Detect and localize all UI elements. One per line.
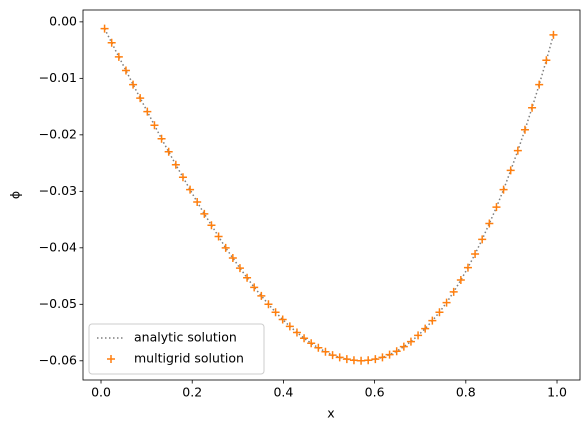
y-axis-label: ϕ bbox=[8, 191, 23, 199]
marker bbox=[549, 30, 558, 39]
legend-box bbox=[88, 323, 265, 375]
marker bbox=[449, 287, 458, 296]
analytic-line bbox=[103, 28, 555, 362]
marker bbox=[385, 350, 394, 359]
marker bbox=[364, 356, 373, 365]
marker bbox=[328, 351, 337, 360]
marker bbox=[349, 356, 358, 365]
legend: analytic solution multigrid solution bbox=[88, 323, 265, 375]
marker bbox=[378, 353, 387, 362]
marker bbox=[471, 250, 480, 259]
marker bbox=[520, 125, 529, 134]
marker bbox=[243, 273, 252, 282]
marker bbox=[371, 355, 380, 364]
y-tick-label: −0.01 bbox=[39, 70, 77, 85]
marker bbox=[478, 235, 487, 244]
marker bbox=[121, 66, 130, 75]
marker bbox=[250, 283, 259, 292]
axes-frame bbox=[82, 9, 581, 381]
y-tick-label: −0.06 bbox=[39, 352, 77, 367]
legend-label: multigrid solution bbox=[134, 351, 244, 366]
marker bbox=[200, 209, 209, 218]
x-tick-label: 1.0 bbox=[547, 385, 567, 400]
marker bbox=[129, 80, 138, 89]
x-tick-label: 0.2 bbox=[182, 385, 202, 400]
y-tick-label: 0.00 bbox=[49, 13, 77, 28]
marker bbox=[264, 300, 273, 309]
marker bbox=[207, 221, 216, 230]
marker bbox=[186, 185, 195, 194]
marker bbox=[214, 232, 223, 241]
marker bbox=[542, 56, 551, 65]
marker bbox=[442, 298, 451, 307]
marker bbox=[271, 308, 280, 317]
marker bbox=[485, 219, 494, 228]
marker bbox=[335, 353, 344, 362]
marker bbox=[399, 342, 408, 351]
marker bbox=[314, 343, 323, 352]
marker bbox=[136, 94, 145, 103]
marker bbox=[171, 160, 180, 169]
marker bbox=[143, 107, 152, 116]
marker bbox=[463, 263, 472, 272]
x-axis-label: x bbox=[327, 406, 334, 421]
marker bbox=[321, 347, 330, 356]
marker bbox=[414, 331, 423, 340]
marker bbox=[257, 291, 266, 300]
marker bbox=[114, 52, 123, 61]
marker bbox=[285, 322, 294, 331]
marker bbox=[342, 355, 351, 364]
marker bbox=[428, 316, 437, 325]
marker bbox=[150, 121, 159, 130]
x-tick-label: 0.4 bbox=[273, 385, 293, 400]
marker bbox=[513, 146, 522, 155]
marker bbox=[421, 324, 430, 333]
marker bbox=[307, 339, 316, 348]
marker bbox=[456, 276, 465, 285]
marker bbox=[193, 198, 202, 207]
marker bbox=[157, 134, 166, 143]
marker bbox=[178, 173, 187, 182]
legend-swatch bbox=[107, 355, 115, 363]
marker bbox=[107, 38, 116, 47]
marker bbox=[357, 356, 366, 365]
marker bbox=[528, 103, 537, 112]
marker bbox=[435, 308, 444, 317]
marker bbox=[499, 185, 508, 194]
marker bbox=[221, 243, 230, 252]
marker bbox=[235, 264, 244, 273]
marker bbox=[100, 24, 109, 33]
x-tick-label: 0.8 bbox=[456, 385, 476, 400]
y-tick-label: −0.02 bbox=[39, 126, 77, 141]
marker bbox=[292, 328, 301, 337]
y-tick-label: −0.04 bbox=[39, 239, 77, 254]
y-tick-label: −0.03 bbox=[39, 183, 77, 198]
marker bbox=[506, 166, 515, 175]
marker bbox=[228, 253, 237, 262]
marker bbox=[278, 315, 287, 324]
marker bbox=[164, 147, 173, 156]
y-tick-label: −0.05 bbox=[39, 296, 77, 311]
x-tick-label: 0.6 bbox=[365, 385, 385, 400]
marker bbox=[392, 347, 401, 356]
marker bbox=[300, 334, 309, 343]
x-tick-label: 0.0 bbox=[91, 385, 111, 400]
legend-label: analytic solution bbox=[134, 330, 237, 345]
marker bbox=[406, 337, 415, 346]
marker bbox=[535, 80, 544, 89]
marker bbox=[492, 203, 501, 212]
